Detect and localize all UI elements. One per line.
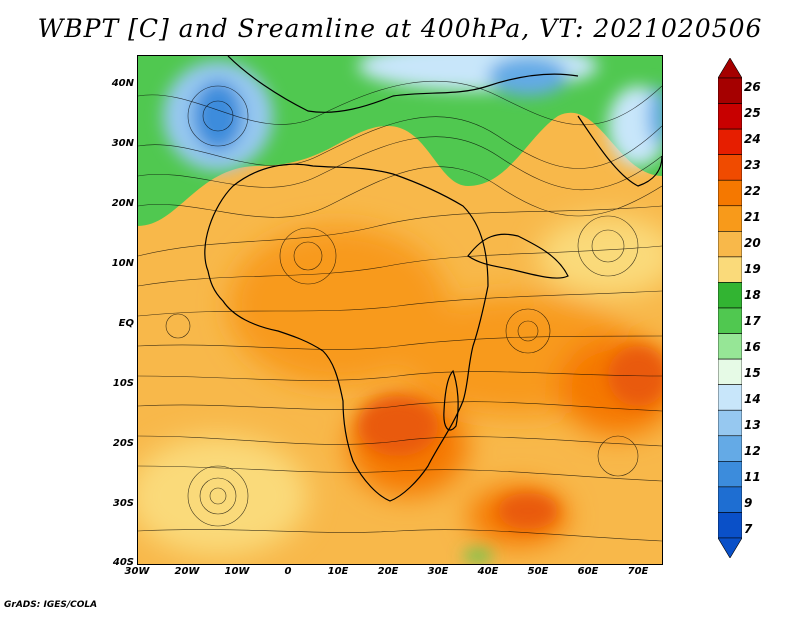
colorbar — [718, 58, 742, 558]
lat-label: 30N — [111, 138, 134, 149]
colorbar-cell — [718, 231, 742, 258]
coastlines — [204, 56, 662, 502]
colorbar-cell — [718, 77, 742, 104]
lon-label: 30W — [124, 566, 150, 577]
lon-label: 30E — [427, 566, 449, 577]
colorbar-label: 21 — [744, 210, 761, 224]
lon-label: 10W — [224, 566, 250, 577]
grads-credit: GrADS: IGES/COLA — [4, 600, 98, 610]
colorbar-cell — [718, 179, 742, 207]
lon-label: 40E — [477, 566, 499, 577]
lon-label: 50E — [527, 566, 549, 577]
colorbar-cell — [718, 486, 742, 513]
arabia-outline — [467, 233, 569, 279]
colorbar-cell — [718, 256, 742, 283]
lat-label: 20S — [112, 438, 134, 449]
lon-label: 60E — [577, 566, 599, 577]
lon-label: 20W — [174, 566, 200, 577]
colorbar-label: 18 — [744, 288, 761, 302]
lon-label: 10E — [327, 566, 349, 577]
lon-label: 20E — [377, 566, 399, 577]
colorbar-label: 22 — [744, 184, 761, 198]
lon-label: 70E — [627, 566, 649, 577]
colorbar-cell — [718, 128, 742, 155]
colorbar-label: 15 — [744, 366, 761, 380]
wbpt-field — [138, 56, 662, 564]
colorbar-cell — [718, 358, 742, 385]
colorbar-label: 13 — [744, 418, 761, 432]
india-outline — [577, 115, 662, 187]
colorbar-label: 17 — [744, 314, 761, 328]
colorbar-cell — [718, 461, 742, 488]
europe-outline — [227, 56, 579, 113]
colorbar-label: 14 — [744, 392, 761, 406]
streamlines — [138, 80, 662, 542]
colorbar-label: 25 — [744, 106, 761, 120]
colorbar-cell — [718, 103, 742, 130]
lat-label: 10S — [112, 378, 134, 389]
colorbar-cell — [718, 384, 742, 411]
colorbar-label: 26 — [744, 80, 761, 94]
colorbar-cell — [718, 205, 742, 232]
colorbar-label: 9 — [744, 496, 753, 510]
lat-label: 30S — [112, 498, 134, 509]
colorbar-top-arrow — [718, 58, 742, 79]
colorbar-label: 11 — [744, 470, 761, 484]
map-title: WBPT [C] and Sreamline at 400hPa, VT: 20… — [37, 14, 763, 43]
colorbar-cell — [718, 333, 742, 360]
colorbar-cell — [718, 435, 742, 462]
africa-outline — [204, 163, 489, 502]
lat-label: 40N — [111, 78, 134, 89]
map-plot — [137, 55, 663, 565]
colorbar-label: 20 — [744, 236, 761, 250]
colorbar-label: 19 — [744, 262, 761, 276]
colorbar-cell — [718, 282, 742, 309]
colorbar-bottom-arrow — [718, 537, 742, 558]
madagascar-outline — [443, 369, 459, 431]
colorbar-label: 7 — [744, 522, 753, 536]
lat-label: 40S — [112, 557, 134, 568]
colorbar-cell — [718, 409, 742, 437]
lat-label: EQ — [118, 318, 134, 329]
colorbar-label: 16 — [744, 340, 761, 354]
lon-label: 0 — [284, 566, 292, 577]
lat-label: 10N — [111, 258, 134, 269]
lat-label: 20N — [111, 198, 134, 209]
colorbar-label: 23 — [744, 158, 761, 172]
colorbar-label: 12 — [744, 444, 761, 458]
colorbar-cell — [718, 154, 742, 181]
colorbar-label: 24 — [744, 132, 761, 146]
colorbar-cell — [718, 512, 742, 539]
colorbar-cell — [718, 307, 742, 334]
